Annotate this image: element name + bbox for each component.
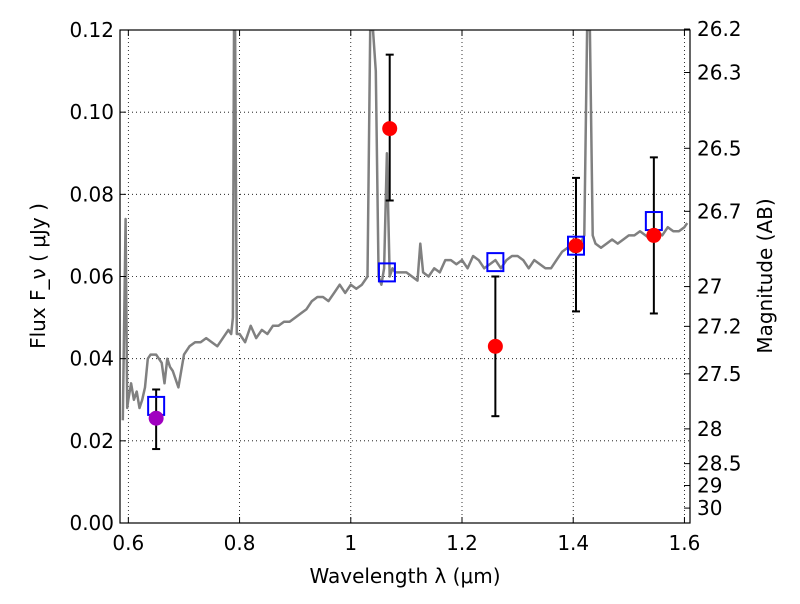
y2-tick-label: 28 xyxy=(697,417,722,441)
y-tick-label: 0.06 xyxy=(69,265,114,289)
x-tick-label: 1.2 xyxy=(446,531,478,555)
y-tick-label: 0.12 xyxy=(69,18,114,42)
y-tick-label: 0.00 xyxy=(69,511,114,535)
y-tick-label: 0.02 xyxy=(69,429,114,453)
y-tick-label: 0.08 xyxy=(69,182,114,206)
observed-data-point xyxy=(568,238,584,254)
y2-tick-label: 30 xyxy=(697,496,722,520)
x-tick-label: 0.6 xyxy=(112,531,144,555)
observed-data-point xyxy=(382,121,398,137)
observed-data-point xyxy=(487,338,503,354)
y-axis-title: Flux F_ν ( μJy ) xyxy=(26,203,50,349)
x-axis-title: Wavelength λ (μm) xyxy=(309,564,500,588)
model-square-point xyxy=(567,235,585,256)
y2-tick-label: 27.5 xyxy=(697,362,742,386)
observed-data-point xyxy=(646,227,662,243)
x-tick-label: 1.6 xyxy=(669,531,701,555)
model-square-point xyxy=(377,262,396,283)
y2-tick-label: 29 xyxy=(697,474,722,498)
y2-tick-label: 27 xyxy=(697,275,722,299)
y2-tick-label: 26.3 xyxy=(697,61,742,85)
model-square-point xyxy=(486,252,505,273)
spectrum-line xyxy=(121,30,689,421)
y2-axis-title: Magnitude (AB) xyxy=(753,198,777,353)
x-tick-label: 1 xyxy=(344,531,357,555)
y2-tick-label: 26.5 xyxy=(697,136,742,160)
observed-data-point xyxy=(148,410,164,426)
y2-tick-label: 27.2 xyxy=(697,314,742,338)
y2-tick-label: 26.2 xyxy=(697,17,742,41)
x-tick-label: 0.8 xyxy=(224,531,256,555)
y-tick-label: 0.10 xyxy=(69,100,114,124)
y2-tick-label: 26.7 xyxy=(697,199,742,223)
x-tick-label: 1.4 xyxy=(557,531,589,555)
y2-tick-label: 28.5 xyxy=(697,452,742,476)
y-tick-label: 0.04 xyxy=(69,347,114,371)
